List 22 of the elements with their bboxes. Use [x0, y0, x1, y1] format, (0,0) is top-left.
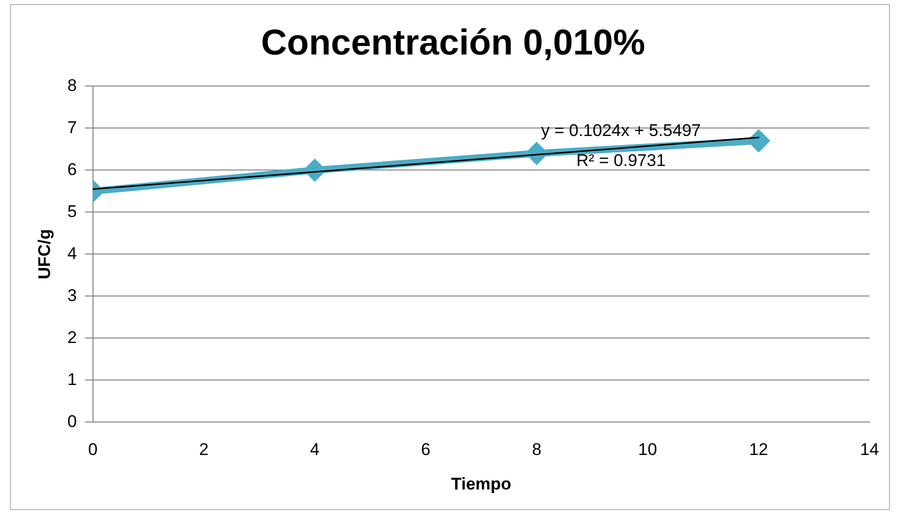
x-axis-title: Tiempo	[451, 474, 512, 494]
x-tick-label: 10	[638, 440, 658, 460]
x-tick-label: 12	[749, 440, 768, 460]
annotation: y = 0.1024x + 5.5497	[541, 120, 701, 140]
x-tick-label: 6	[420, 440, 430, 460]
y-tick-label: 8	[67, 76, 77, 95]
y-tick-label: 7	[67, 118, 77, 137]
y-tick-label: 6	[67, 160, 77, 179]
y-tick-label: 5	[67, 202, 77, 221]
annotation: R² = 0.9731	[576, 150, 666, 170]
chart-title: Concentración 0,010%	[260, 22, 646, 63]
x-tick-label: 8	[532, 440, 542, 460]
y-tick-label: 3	[67, 286, 77, 305]
y-tick-label: 0	[67, 412, 77, 431]
x-tick-label: 4	[310, 440, 320, 460]
x-tick-label: 14	[860, 440, 880, 460]
y-tick-label: 4	[67, 244, 77, 263]
y-tick-label: 1	[67, 370, 77, 389]
y-tick-label: 2	[67, 328, 77, 347]
y-axis-title: UFC/g	[34, 229, 54, 280]
x-tick-label: 2	[199, 440, 209, 460]
x-tick-label: 0	[88, 440, 98, 460]
